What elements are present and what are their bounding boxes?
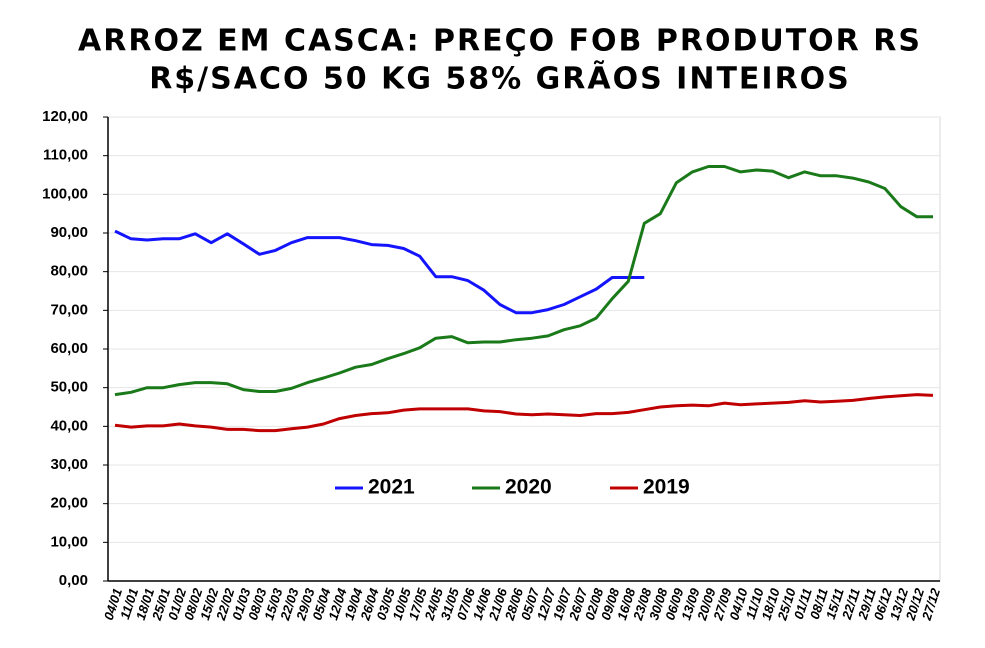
- y-tick-label: 30,00: [50, 456, 88, 473]
- y-tick-label: 80,00: [50, 263, 88, 280]
- chart-title: ARROZ EM CASCA: PREÇO FOB PRODUTOR RS: [78, 24, 922, 59]
- y-tick-label: 60,00: [50, 340, 88, 357]
- y-tick-label: 70,00: [50, 301, 88, 318]
- y-tick-label: 0,00: [59, 572, 88, 589]
- y-tick-label: 20,00: [50, 495, 88, 512]
- y-tick-label: 10,00: [50, 533, 88, 550]
- legend-label: 2019: [643, 476, 690, 499]
- y-tick-label: 50,00: [50, 379, 88, 396]
- series-line: [114, 229, 645, 315]
- y-tick-label: 100,00: [42, 185, 88, 202]
- y-tick-label: 120,00: [42, 108, 88, 125]
- y-tick-label: 90,00: [50, 224, 88, 241]
- y-tick-label: 40,00: [50, 417, 88, 434]
- legend-label: 2021: [368, 476, 415, 499]
- y-tick-label: 110,00: [43, 147, 88, 164]
- series-line: [114, 165, 933, 397]
- legend-label: 2020: [505, 476, 552, 499]
- chart-subtitle: R$/SACO 50 KG 58% GRÃOS INTEIROS: [149, 60, 851, 97]
- series-line: [114, 393, 934, 433]
